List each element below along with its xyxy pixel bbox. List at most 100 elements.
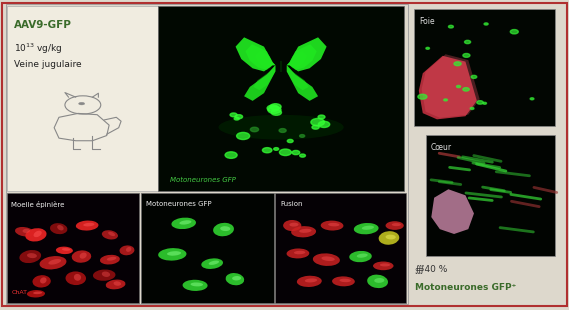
Circle shape (279, 149, 291, 156)
Circle shape (312, 125, 319, 129)
Polygon shape (287, 37, 327, 71)
Text: Veine jugulaire: Veine jugulaire (14, 60, 81, 69)
Text: Cœur: Cœur (430, 143, 451, 152)
Polygon shape (422, 54, 480, 118)
Ellipse shape (183, 280, 208, 291)
Ellipse shape (305, 278, 317, 282)
Ellipse shape (167, 251, 181, 256)
Ellipse shape (373, 262, 394, 270)
Circle shape (418, 94, 427, 99)
Ellipse shape (340, 279, 351, 282)
Text: Motoneurones GFP⁺: Motoneurones GFP⁺ (415, 283, 517, 292)
Bar (7, 6, 158, 191)
Ellipse shape (72, 250, 91, 263)
Ellipse shape (79, 102, 85, 105)
Bar (426, 135, 555, 256)
Circle shape (300, 135, 304, 137)
Ellipse shape (179, 220, 191, 225)
Ellipse shape (171, 218, 196, 229)
Polygon shape (253, 65, 275, 90)
Ellipse shape (26, 228, 47, 241)
Text: AAV9-GFP: AAV9-GFP (14, 20, 72, 30)
Circle shape (287, 140, 293, 143)
Circle shape (456, 86, 460, 88)
Polygon shape (287, 44, 316, 70)
Ellipse shape (107, 257, 117, 261)
Ellipse shape (65, 272, 86, 285)
Bar (414, 9, 555, 126)
Ellipse shape (386, 221, 404, 230)
Ellipse shape (27, 290, 45, 298)
Ellipse shape (100, 255, 120, 264)
Ellipse shape (34, 231, 42, 237)
Ellipse shape (386, 235, 396, 239)
Circle shape (483, 102, 486, 104)
Ellipse shape (378, 231, 399, 245)
Circle shape (234, 117, 240, 120)
Circle shape (477, 101, 483, 104)
Circle shape (235, 115, 242, 119)
Text: Foie: Foie (419, 17, 434, 26)
Bar (6, 4, 408, 304)
Ellipse shape (119, 246, 134, 255)
Ellipse shape (27, 253, 37, 258)
Circle shape (448, 25, 453, 28)
Polygon shape (419, 56, 477, 119)
Ellipse shape (321, 221, 344, 231)
Bar (275, 193, 406, 303)
Bar (141, 193, 274, 303)
Circle shape (318, 115, 325, 119)
Ellipse shape (392, 223, 401, 226)
Circle shape (471, 75, 477, 78)
Ellipse shape (40, 277, 47, 284)
Circle shape (426, 47, 430, 49)
Ellipse shape (102, 230, 118, 240)
Ellipse shape (15, 227, 34, 237)
Circle shape (250, 127, 258, 132)
Ellipse shape (283, 220, 302, 231)
Circle shape (510, 29, 518, 34)
Ellipse shape (362, 226, 374, 230)
Text: Motoneurones GFP: Motoneurones GFP (146, 201, 211, 207)
Ellipse shape (374, 278, 385, 283)
Ellipse shape (56, 247, 73, 254)
Ellipse shape (332, 277, 355, 286)
Ellipse shape (19, 250, 41, 263)
Circle shape (464, 40, 471, 44)
Text: $10^{13}$ vg/kg: $10^{13}$ vg/kg (14, 42, 63, 56)
Polygon shape (287, 65, 318, 101)
Ellipse shape (294, 251, 306, 254)
Ellipse shape (32, 275, 51, 288)
Circle shape (271, 110, 282, 115)
Polygon shape (236, 37, 275, 71)
Circle shape (262, 148, 272, 153)
Polygon shape (287, 51, 307, 68)
Ellipse shape (349, 251, 372, 262)
Ellipse shape (297, 276, 321, 287)
Circle shape (274, 148, 279, 150)
Polygon shape (245, 44, 275, 70)
Circle shape (530, 98, 534, 100)
Ellipse shape (328, 223, 340, 226)
Ellipse shape (367, 275, 388, 288)
Ellipse shape (57, 225, 64, 230)
Circle shape (225, 152, 237, 158)
Circle shape (484, 23, 488, 25)
Circle shape (318, 121, 329, 127)
Ellipse shape (40, 256, 67, 269)
Polygon shape (244, 65, 275, 101)
Ellipse shape (220, 226, 230, 231)
Ellipse shape (23, 229, 30, 233)
Circle shape (300, 154, 306, 157)
Circle shape (444, 99, 447, 101)
Ellipse shape (209, 261, 219, 265)
Ellipse shape (108, 232, 115, 236)
Circle shape (230, 113, 237, 117)
Ellipse shape (357, 254, 368, 258)
Ellipse shape (226, 273, 244, 285)
Text: ∰40 %: ∰40 % (415, 264, 448, 273)
Circle shape (311, 118, 324, 126)
Polygon shape (255, 51, 275, 68)
Ellipse shape (106, 280, 125, 289)
Ellipse shape (232, 276, 241, 281)
